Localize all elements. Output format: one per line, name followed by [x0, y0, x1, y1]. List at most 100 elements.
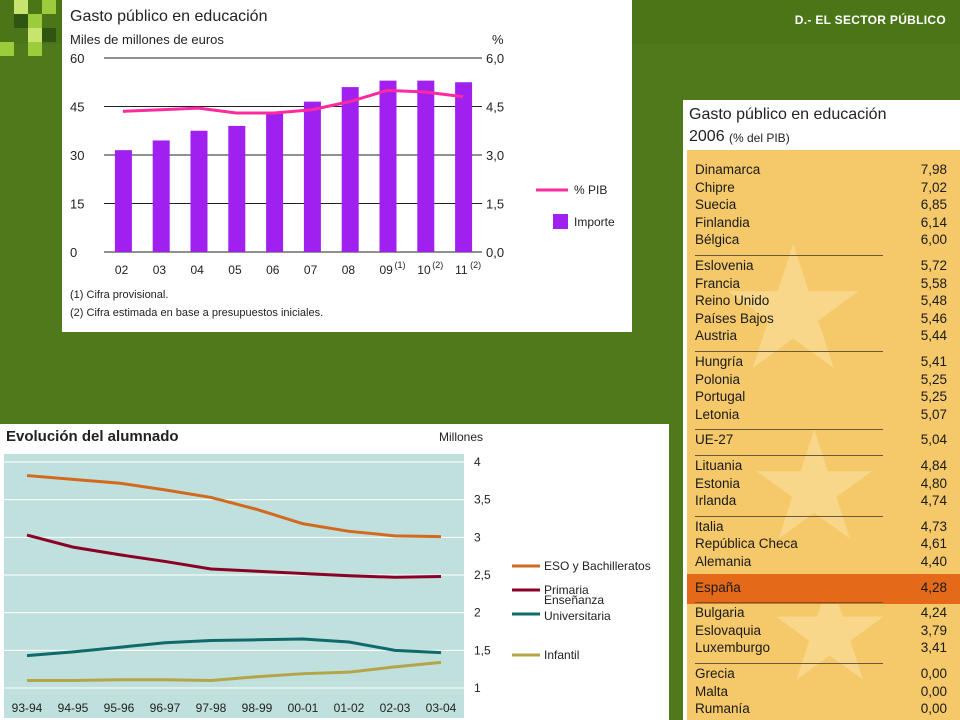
country-name: Francia [695, 275, 741, 291]
gdp-table: ★ ★ ★ Dinamarca 7,98 Chipre 7,02 Suecia 6,85 F… [687, 150, 960, 720]
country-name: Grecia [695, 666, 735, 681]
table-row: Alemania 4,40 [695, 554, 947, 571]
country-name: UE-27 [695, 432, 734, 448]
country-value: 0,00 [920, 701, 947, 717]
y-tick-label: 1,5 [474, 643, 491, 657]
country-value: 5,58 [920, 275, 947, 291]
table-row: Portugal 5,25 [695, 389, 947, 406]
country-name: Suecia [695, 197, 737, 213]
x-tick-label: 05 [228, 263, 242, 277]
country-name: Austria [695, 328, 738, 344]
legend-label: Infantil [544, 648, 579, 662]
country-name: Bulgaria [695, 605, 745, 621]
x-tick-label: 08 [342, 263, 356, 277]
students-chart-svg: 1 1,5 2 2,5 3 3,5 4 93-94 94-95 95-96 96-97 97-98 98… [4, 454, 651, 718]
y2-tick-label: 3,0 [486, 148, 504, 163]
x-tick-label: 93-94 [12, 701, 43, 715]
country-name: Rumanía [695, 701, 750, 717]
table-row: Estonia 4,80 [695, 476, 947, 493]
country-name: Letonia [695, 406, 740, 422]
table-group-separator [695, 455, 883, 456]
country-value: 5,46 [920, 310, 947, 326]
country-name: Reino Unido [695, 293, 770, 309]
country-value: 0,00 [920, 666, 947, 681]
chart-note-2: (2) Cifra estimada en base a presupuesto… [70, 307, 324, 319]
x-tick-label: 06 [266, 263, 280, 277]
country-value: 5,25 [920, 371, 947, 387]
y-tick-label: 15 [70, 197, 84, 212]
country-value: 5,07 [920, 406, 947, 422]
table-row: UE-27 5,04 [695, 432, 947, 449]
line-pib [122, 88, 464, 115]
country-name: Italia [695, 518, 724, 534]
table-row: Lituania 4,84 [695, 458, 947, 475]
bar-importe [341, 87, 359, 252]
country-name: Dinamarca [695, 162, 761, 177]
x-tick-label: 00-01 [288, 701, 319, 715]
y-tick-label: 0 [70, 245, 77, 260]
table-row: España 4,28 [695, 580, 947, 597]
country-name: Luxemburgo [695, 640, 771, 656]
country-value: 3,79 [920, 622, 947, 638]
y-tick-label: 60 [70, 51, 84, 66]
x-tick-label: 11 [455, 263, 468, 277]
table-row: Italia 4,73 [695, 519, 947, 536]
table-row: Finlandia 6,14 [695, 215, 947, 232]
table-group-separator [695, 663, 883, 664]
x-tick-note: (1) [395, 260, 406, 270]
students-chart-ylabel: Millones [439, 430, 484, 444]
country-value: 5,25 [920, 389, 947, 405]
table-year: 2006 [689, 128, 725, 145]
country-value: 5,04 [920, 432, 947, 448]
country-name: Hungría [695, 354, 744, 369]
table-row: Francia 5,58 [695, 276, 947, 293]
country-value: 4,74 [920, 493, 947, 509]
y-tick-label: 3 [474, 530, 481, 544]
country-value: 5,72 [920, 258, 947, 273]
country-name: Eslovenia [695, 258, 754, 273]
bar-importe [228, 125, 246, 252]
y-tick-label: 2,5 [474, 568, 491, 582]
country-name: Chipre [695, 179, 735, 195]
country-name: Lituania [695, 458, 743, 473]
y-tick-label: 4 [474, 455, 481, 469]
spending-chart-y2label: % [492, 32, 504, 47]
x-tick-label: 96-97 [150, 701, 181, 715]
country-name: Irlanda [695, 493, 737, 509]
country-name: Países Bajos [695, 310, 774, 326]
table-row: Austria 5,44 [695, 328, 947, 345]
table-row: Reino Unido 5,48 [695, 293, 947, 310]
series-line [26, 637, 442, 658]
table-row: Malta 0,00 [695, 684, 947, 701]
country-value: 4,84 [920, 458, 947, 473]
x-tick-label: 03 [153, 263, 167, 277]
country-name: España [695, 579, 741, 595]
country-value: 3,41 [920, 640, 947, 656]
table-group-separator [695, 602, 883, 604]
country-value: 0,00 [920, 683, 947, 699]
x-tick-label: 04 [191, 263, 205, 277]
country-value: 6,85 [920, 197, 947, 213]
country-name: Malta [695, 683, 729, 699]
country-name: Alemania [695, 554, 752, 569]
spending-chart-svg: 0 0,0 15 1,5 30 3,0 45 4,5 60 6,0 02 03 04 05 06 07 08 09… [70, 51, 615, 277]
table-row: República Checa 4,61 [695, 536, 947, 553]
legend-label-importe: Importe [574, 215, 615, 229]
legend-label-pib: % PIB [574, 183, 607, 197]
table-row: Rumanía 0,00 [695, 701, 947, 718]
country-name: Portugal [695, 389, 746, 405]
y-tick-label: 45 [70, 100, 84, 115]
table-row: Polonia 5,25 [695, 372, 947, 389]
country-value: 4,80 [920, 475, 947, 491]
table-row: Hungría 5,41 [695, 354, 947, 371]
country-name: Finlandia [695, 214, 750, 230]
section-title: D.- EL SECTOR PÚBLICO [794, 13, 946, 27]
bar-importe [303, 101, 321, 253]
table-row: Eslovaquia 3,79 [695, 623, 947, 640]
table-row: Irlanda 4,74 [695, 493, 947, 510]
country-value: 7,02 [920, 179, 947, 195]
country-value: 6,00 [920, 232, 947, 248]
table-group-separator [695, 429, 883, 431]
table-group-separator [695, 515, 883, 517]
students-chart-panel: Evolución del alumnado Millones 1 1,5 2 2,5… [0, 424, 669, 720]
